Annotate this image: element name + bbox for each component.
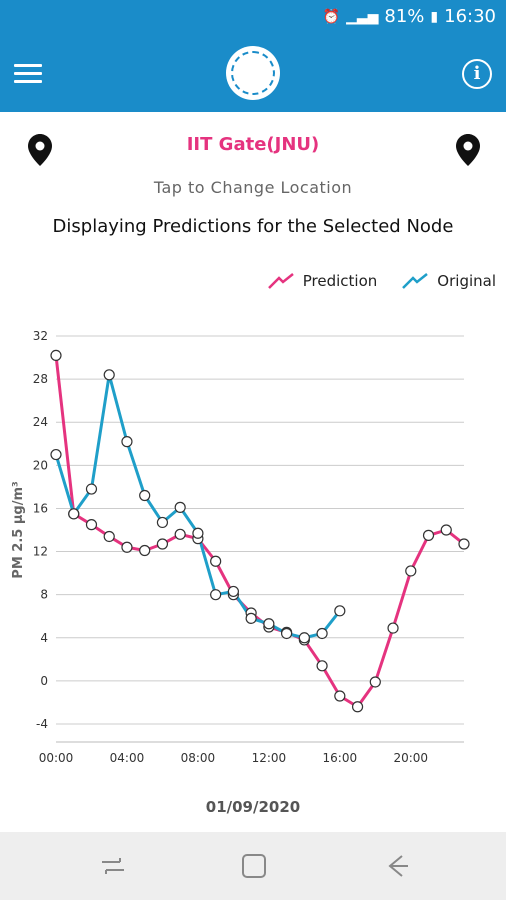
- home-icon[interactable]: [238, 852, 270, 880]
- data-point-prediction: [351, 701, 364, 713]
- app-logo: [226, 46, 280, 100]
- x-tick-label: 12:00: [252, 751, 287, 765]
- legend-item-prediction: Prediction: [267, 272, 378, 290]
- x-tick-label: 04:00: [110, 751, 145, 765]
- app-bar: i: [0, 34, 506, 112]
- menu-icon[interactable]: [14, 62, 42, 84]
- chart-legend: Prediction Original: [253, 272, 496, 290]
- y-tick-label: 0: [40, 674, 48, 688]
- y-tick-label: 24: [33, 415, 48, 429]
- page-subtitle: Displaying Predictions for the Selected …: [52, 216, 454, 237]
- y-tick-label: 4: [40, 631, 48, 645]
- data-point-prediction: [440, 524, 452, 536]
- y-tick-label: 20: [33, 458, 48, 472]
- system-nav-bar: [0, 832, 506, 900]
- data-point-prediction: [334, 690, 346, 702]
- data-point-prediction: [121, 541, 133, 553]
- data-point-prediction: [174, 528, 186, 540]
- data-point-prediction: [422, 529, 435, 541]
- data-point-original: [174, 501, 186, 513]
- y-tick-label: 28: [33, 372, 48, 386]
- data-point-prediction: [369, 676, 381, 688]
- change-location-hint[interactable]: Tap to Change Location: [153, 178, 353, 197]
- x-tick-label: 20:00: [393, 751, 428, 765]
- data-point-prediction: [156, 538, 169, 550]
- x-tick-label: 16:00: [323, 751, 358, 765]
- data-point-original: [227, 585, 239, 598]
- data-point-prediction: [103, 530, 115, 543]
- data-point-prediction: [50, 349, 62, 362]
- series-line-original: [54, 373, 342, 640]
- y-tick-label: 16: [33, 501, 48, 515]
- data-point-prediction: [85, 519, 98, 531]
- data-point-original: [50, 448, 62, 461]
- data-point-original: [192, 527, 204, 539]
- data-point-original: [156, 516, 169, 529]
- y-tick-label: 32: [33, 329, 48, 343]
- location-pin-icon[interactable]: [454, 134, 482, 166]
- status-time: 16:30: [444, 6, 496, 27]
- pm25-chart: 32 28 24 20 16 12 8 4 0 -4 00:00 04:00 08:00 12:00 16:…: [0, 300, 506, 800]
- status-bar: ⏰ ▁▃▅ 81% ▮ 16:30: [0, 0, 506, 34]
- alarm-icon: ⏰: [322, 8, 341, 25]
- data-point-original: [298, 632, 310, 644]
- data-point-prediction: [405, 565, 417, 577]
- signal-icon: ▁▃▅: [346, 8, 379, 25]
- recent-apps-icon[interactable]: [96, 852, 128, 880]
- data-point-original: [210, 589, 222, 601]
- data-point-prediction: [210, 555, 222, 567]
- location-name[interactable]: IIT Gate(JNU): [186, 134, 320, 155]
- data-point-original: [121, 436, 133, 448]
- chart-date: 01/09/2020: [205, 798, 301, 816]
- location-pin-icon[interactable]: [26, 134, 54, 166]
- y-tick-label: 8: [40, 588, 48, 602]
- prediction-line-icon: [267, 273, 294, 289]
- legend-item-original: Original: [401, 272, 496, 290]
- data-point-original: [103, 369, 115, 381]
- legend-label-prediction: Prediction: [302, 272, 378, 290]
- y-tick-label: -4: [36, 717, 48, 731]
- original-line-icon: [402, 273, 429, 289]
- data-point-original: [263, 618, 275, 630]
- chart-svg: 32 28 24 20 16 12 8 4 0 -4 00:00 04:00 08:00 12:00 16:…: [11, 329, 470, 765]
- battery-icon: ▮: [430, 8, 439, 25]
- data-point-original: [281, 627, 293, 640]
- data-point-prediction: [387, 622, 399, 634]
- info-icon[interactable]: i: [462, 59, 492, 89]
- x-tick-label: 08:00: [181, 751, 216, 765]
- data-point-prediction: [458, 538, 470, 550]
- data-point-original: [245, 612, 257, 624]
- data-point-original: [139, 489, 151, 502]
- data-point-prediction: [139, 544, 151, 557]
- legend-label-original: Original: [437, 272, 496, 290]
- back-icon[interactable]: [380, 852, 412, 880]
- data-point-original: [85, 483, 98, 495]
- battery-percent: 81%: [384, 6, 425, 27]
- data-point-original: [316, 627, 328, 640]
- x-tick-label: 00:00: [39, 751, 74, 765]
- status-icons: ⏰ ▁▃▅ 81% ▮ 16:30: [323, 6, 496, 27]
- y-axis-label: PM 2.5 µg/m³: [11, 481, 26, 578]
- data-point-original: [68, 508, 80, 520]
- data-point-original: [334, 605, 346, 617]
- y-tick-label: 12: [33, 545, 48, 559]
- data-point-prediction: [316, 660, 328, 672]
